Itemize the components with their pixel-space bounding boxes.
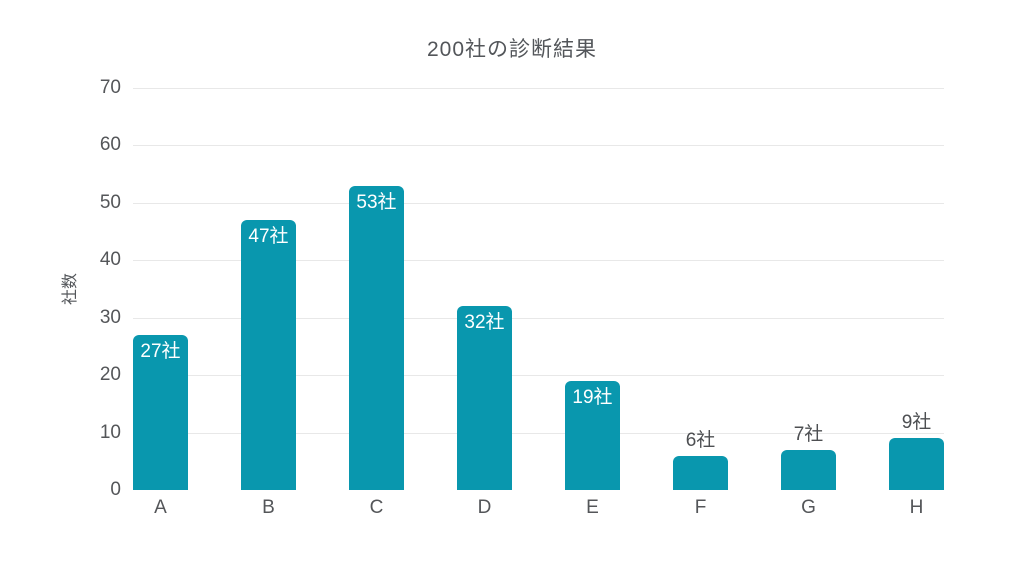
bar-value-label-F: 6社 xyxy=(685,429,716,451)
gridline xyxy=(133,88,944,89)
bar-C xyxy=(349,185,404,490)
gridline xyxy=(133,260,944,262)
bar-value-label-D: 32社 xyxy=(464,312,505,334)
x-tick-label-F: F xyxy=(694,497,707,518)
bar-H xyxy=(889,438,944,490)
bar-value-label-H: 9社 xyxy=(901,412,932,434)
bar-D xyxy=(457,306,512,490)
gridline xyxy=(133,432,944,434)
bar-F xyxy=(673,455,728,490)
bar-value-label-E: 19社 xyxy=(572,386,613,408)
y-tick-label: 60 xyxy=(99,134,121,156)
chart-title: 200社の診断結果 xyxy=(426,38,598,61)
bar-value-label-A: 27社 xyxy=(140,340,181,362)
bar-value-label-B: 47社 xyxy=(248,226,289,248)
x-tick-label-H: H xyxy=(909,497,924,518)
x-tick-label-C: C xyxy=(369,497,384,518)
gridline xyxy=(133,375,944,377)
y-tick-label: 30 xyxy=(99,306,121,328)
gridline xyxy=(133,145,944,147)
x-tick-label-A: A xyxy=(154,497,167,518)
y-tick-label: 10 xyxy=(99,421,121,443)
x-tick-label-D: D xyxy=(477,497,492,518)
y-tick-label: 40 xyxy=(99,249,121,271)
bar-A xyxy=(133,334,188,490)
y-axis-title: 社数 xyxy=(62,272,79,306)
y-tick-label: 20 xyxy=(99,364,121,386)
bar-value-label-G: 7社 xyxy=(793,423,824,445)
bar-B xyxy=(241,220,296,490)
bar-G xyxy=(781,449,836,490)
x-tick-label-E: E xyxy=(586,497,599,518)
plot-area: 27社 47社 53社 32社 19社 6社 7社 9社 xyxy=(133,88,944,490)
y-tick-label: 0 xyxy=(110,479,121,500)
y-tick-label: 70 xyxy=(99,77,121,98)
gridline xyxy=(133,202,944,204)
bar-value-label-C: 53社 xyxy=(356,191,397,213)
x-tick-label-B: B xyxy=(262,497,275,518)
x-tick-label-G: G xyxy=(801,497,816,518)
y-tick-label: 50 xyxy=(99,191,121,213)
gridline xyxy=(133,317,944,319)
bar-E xyxy=(565,380,620,490)
